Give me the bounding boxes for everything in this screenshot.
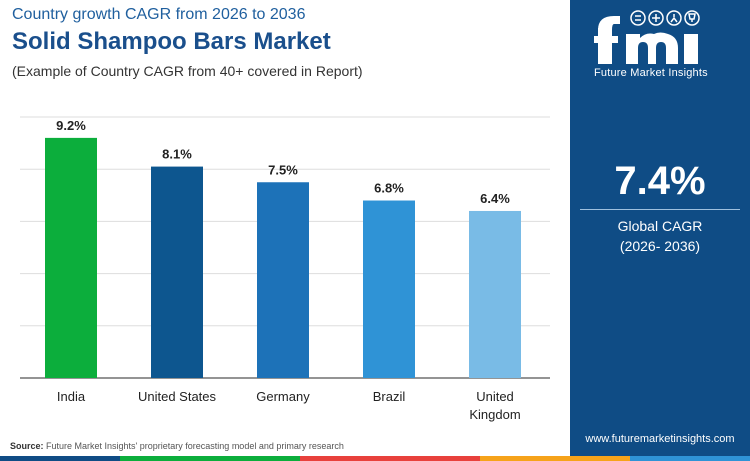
chart-subtitle: (Example of Country CAGR from 40+ covere… [12, 63, 363, 79]
bar [151, 166, 203, 378]
data-label: 9.2% [56, 118, 86, 133]
category-label: Germany [256, 389, 310, 404]
fmi-logo-letters [594, 16, 698, 64]
fmi-logo [594, 10, 700, 64]
person-icon [666, 10, 682, 26]
divider [580, 209, 740, 210]
strip-segment [480, 456, 630, 461]
chart-title: Solid Shampoo Bars Market [12, 28, 331, 55]
globe-icon [648, 10, 664, 26]
strip-segment [120, 456, 300, 461]
logo-text: Future Market Insights [594, 67, 708, 79]
source-note: Source: Future Market Insights' propriet… [10, 441, 344, 451]
data-label: 8.1% [162, 147, 192, 162]
chart-area: Country growth CAGR from 2026 to 2036 So… [10, 6, 550, 451]
category-label: United States [138, 389, 217, 404]
category-label: Kingdom [469, 407, 520, 422]
fmi-logo-icons [630, 10, 700, 26]
source-text: Future Market Insights' proprietary fore… [43, 441, 344, 451]
color-strip [0, 456, 750, 461]
data-label: 7.5% [268, 162, 298, 177]
bar [45, 137, 97, 378]
strip-segment [0, 456, 120, 461]
data-label: 6.4% [480, 191, 510, 206]
global-cagr-period: (2026- 2036) [619, 238, 701, 254]
category-label: India [57, 389, 86, 404]
summary-panel: Future Market Insights 7.4% Global CAGR … [570, 0, 750, 461]
strip-segment [630, 456, 750, 461]
source-label: Source: [10, 441, 44, 451]
category-label: United [476, 389, 514, 404]
trophy-icon [684, 10, 700, 26]
bar-chart: 9.2% India 8.1% United States 7.5% Germany 6.8… [20, 116, 550, 422]
global-cagr-value: 7.4% [614, 159, 706, 203]
data-label: 6.8% [374, 181, 404, 196]
bar [469, 210, 521, 378]
bar [257, 182, 309, 378]
website-link[interactable]: www.futuremarketinsights.com [585, 433, 735, 445]
category-label: Brazil [373, 389, 406, 404]
global-cagr-label: Global CAGR [617, 218, 703, 234]
flag-icon [630, 10, 646, 26]
bar [363, 200, 415, 378]
chart-kicker: Country growth CAGR from 2026 to 2036 [12, 6, 306, 23]
strip-segment [300, 456, 480, 461]
